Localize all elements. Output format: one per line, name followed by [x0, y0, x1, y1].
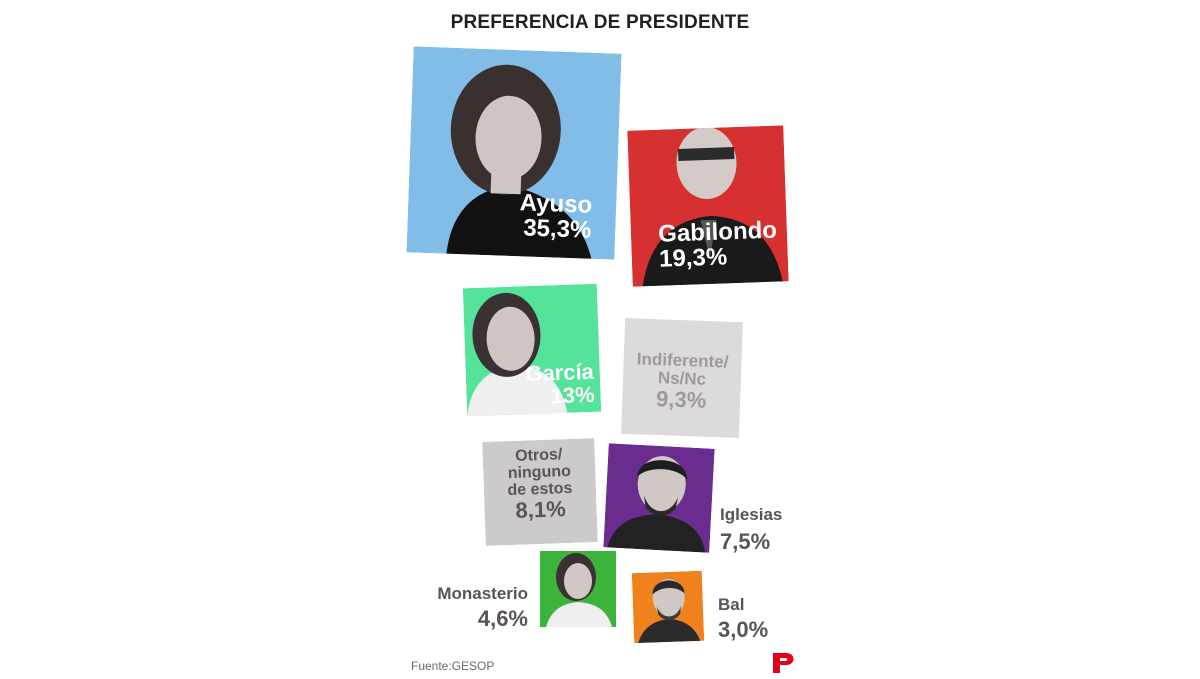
card-otros: Otros/ ninguno de estos 8,1% [482, 438, 598, 546]
card-gabilondo: Gabilondo 19,3% [627, 125, 789, 287]
card-garcia: García 13% [462, 283, 602, 417]
value-otros: 8,1% [515, 496, 567, 524]
label-bal: Bal 3,0% [718, 596, 768, 641]
name-gabilondo: Gabilondo [657, 216, 778, 248]
value-garcia: 13% [550, 381, 596, 409]
indiferente-box [621, 317, 743, 439]
value-ayuso: 35,3% [522, 214, 592, 244]
value-monasterio: 4,6% [477, 605, 528, 631]
name-monasterio: Monasterio [437, 584, 528, 603]
card-indiferente: Indiferente/ Ns/Nc 9,3% [621, 317, 743, 439]
card-iglesias [603, 443, 715, 553]
card-monasterio [540, 551, 616, 627]
label-garcia: García 13% [525, 359, 596, 409]
value-indiferente: 9,3% [655, 385, 707, 413]
gabilondo-portrait [627, 125, 789, 287]
garcia-portrait [462, 283, 602, 417]
chart-title: PREFERENCIA DE PRESIDENTE [450, 12, 750, 33]
name-ayuso: Ayuso [519, 189, 593, 219]
card-bal [631, 570, 705, 644]
name-bal: Bal [718, 595, 745, 614]
otros-box [482, 438, 598, 546]
label-ayuso: Ayuso 35,3% [518, 189, 593, 244]
monasterio-portrait [540, 551, 616, 627]
label-monasterio: Monasterio 4,6% [420, 585, 528, 630]
value-gabilondo: 19,3% [658, 243, 728, 273]
publisher-logo-icon [773, 653, 794, 673]
value-bal: 3,0% [718, 616, 769, 642]
label-iglesias: Iglesias 7,5% [720, 506, 782, 553]
bal-portrait [631, 570, 705, 644]
iglesias-portrait [603, 443, 715, 553]
label-otros: Otros/ ninguno de estos 8,1% [482, 446, 596, 523]
value-iglesias: 7,5% [720, 528, 771, 554]
card-ayuso: Ayuso 35,3% [406, 46, 622, 260]
label-gabilondo: Gabilondo 19,3% [657, 216, 778, 273]
ayuso-portrait [406, 46, 622, 260]
source-note: Fuente:GESOP [411, 659, 495, 673]
name-iglesias: Iglesias [720, 505, 783, 524]
label-indiferente: Indiferente/ Ns/Nc 9,3% [622, 349, 742, 413]
